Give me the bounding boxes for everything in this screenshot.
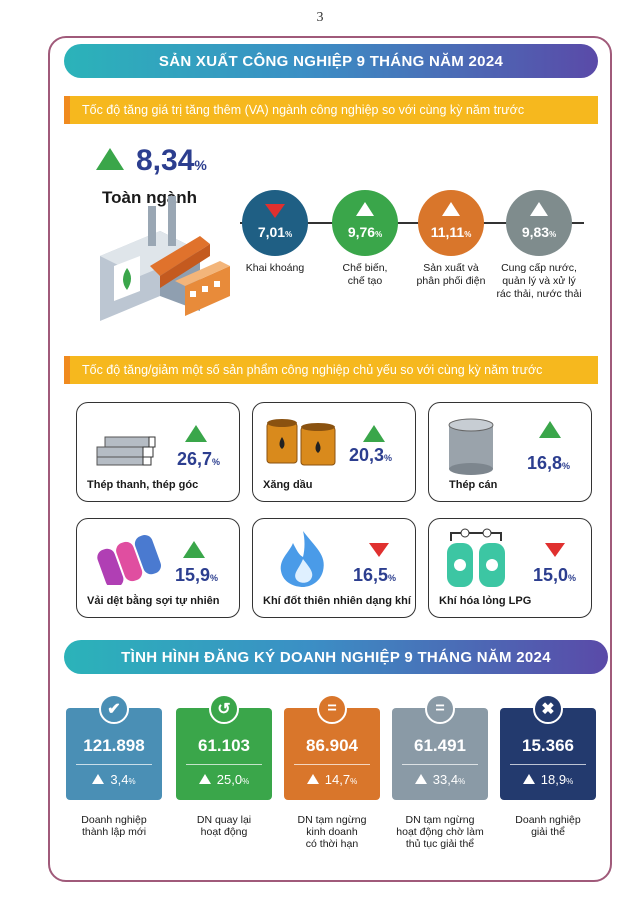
registration-card: 61.103 25,0% — [176, 708, 272, 800]
down-arrow-icon — [265, 204, 285, 223]
steel-bars-icon — [96, 436, 156, 466]
up-arrow-icon — [442, 202, 460, 221]
up-arrow-icon — [185, 425, 207, 447]
registration-label: Doanh nghiệp giải thể — [515, 814, 581, 838]
sector-connector-line — [240, 222, 584, 224]
up-arrow-icon — [539, 421, 561, 443]
up-arrow-icon — [198, 774, 211, 784]
factory-icon — [100, 196, 230, 321]
registration-banner: TÌNH HÌNH ĐĂNG KÝ DOANH NGHIỆP 9 THÁNG N… — [64, 640, 608, 674]
up-arrow-icon — [363, 425, 385, 447]
check-icon: ✔ — [99, 694, 129, 724]
up-arrow-icon — [92, 774, 105, 784]
sector-water-waste: 9,83% — [506, 190, 572, 256]
up-arrow-icon — [96, 148, 124, 170]
industry-banner: SẢN XUẤT CÔNG NGHIỆP 9 THÁNG NĂM 2024 — [64, 44, 598, 78]
up-arrow-icon — [306, 774, 319, 784]
page-number: 3 — [316, 10, 324, 25]
sector-manufacturing: 9,76% — [332, 190, 398, 256]
product-card: 20,3% Xăng dầu — [252, 402, 416, 502]
product-card: 16,5% Khí đốt thiên nhiên dạng khí — [252, 518, 416, 618]
product-card: 15,9% Vải dệt bằng sợi tự nhiên — [76, 518, 240, 618]
up-arrow-icon — [522, 774, 535, 784]
registration-label: DN tạm ngừng hoạt động chờ làm thủ tục giả… — [396, 814, 484, 850]
up-arrow-icon — [356, 202, 374, 221]
product-card: 16,8% Thép cán — [428, 402, 592, 502]
fabric-rolls-icon — [97, 535, 161, 585]
sector-label: Sản xuất và phân phối điện — [416, 262, 486, 287]
up-arrow-icon — [414, 774, 427, 784]
va-subtitle: Tốc độ tăng giá trị tăng thêm (VA) ngành… — [64, 96, 598, 124]
registration-card: 86.904 14,7% — [284, 708, 380, 800]
up-arrow-icon — [530, 202, 548, 221]
down-arrow-icon — [545, 543, 565, 562]
product-card: 15,0% Khí hóa lỏng LPG — [428, 518, 592, 618]
registration-label: DN quay lại hoạt động — [196, 814, 252, 838]
up-arrow-icon — [183, 541, 205, 563]
sector-mining: 7,01% — [242, 190, 308, 256]
sector-label: Cung cấp nước, quản lý và xử lý rác thải, … — [496, 262, 582, 300]
down-arrow-icon — [369, 543, 389, 562]
page-frame — [48, 36, 612, 882]
registration-label: Doanh nghiệp thành lập mới — [81, 814, 147, 838]
oil-barrels-icon — [266, 419, 336, 466]
gas-flame-icon — [280, 531, 324, 587]
steel-roll-icon — [448, 418, 494, 475]
sector-label: Chế biến, chế tạo — [342, 262, 388, 287]
product-card: 26,7% Thép thanh, thép góc — [76, 402, 240, 502]
close-icon: ✖ — [533, 694, 563, 724]
sector-label: Khai khoáng — [245, 262, 305, 274]
total-growth-value: 8,34% — [136, 144, 207, 177]
products-subtitle: Tốc độ tăng/giảm một số sản phẩm công ng… — [64, 356, 598, 384]
sector-electricity: 11,11% — [418, 190, 484, 256]
lpg-tanks-icon — [447, 528, 505, 587]
total-growth: 8,34% Toàn ngành — [96, 144, 207, 207]
pause-icon: = — [425, 694, 455, 724]
pause-icon: = — [317, 694, 347, 724]
registration-label: DN tạm ngừng kinh doanh có thời hạn — [297, 814, 367, 850]
return-icon: ↺ — [209, 694, 239, 724]
registration-card: 61.491 33,4% — [392, 708, 488, 800]
